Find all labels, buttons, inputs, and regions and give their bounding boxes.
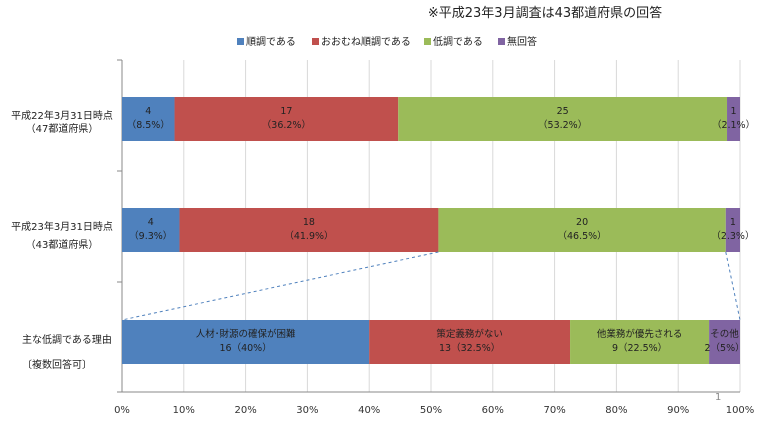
x-tick-label: 100%: [726, 405, 755, 416]
bar-segment: [122, 320, 370, 364]
x-tick-label: 0%: [114, 405, 130, 416]
x-tick-label: 20%: [234, 405, 256, 416]
data-label-percent: 9（22.5%）: [612, 342, 667, 354]
x-tick-label: 70%: [543, 405, 565, 416]
bar-segment: [179, 208, 439, 252]
connector-line: [725, 251, 741, 321]
legend-label: 順調である: [246, 35, 296, 48]
category-label: 主な低調である理由: [22, 333, 112, 346]
legend-label: 低調である: [433, 35, 483, 48]
data-label-percent: （41.9%）: [284, 230, 333, 242]
bar-segment: [122, 208, 180, 252]
data-label-percent: （2.3%）: [711, 230, 754, 242]
legend-label: 無回答: [507, 35, 537, 48]
data-label-percent: （53.2%）: [538, 119, 587, 131]
bar-segment: [727, 97, 740, 141]
legend: 順調である おおむね順調である 低調である 無回答: [237, 35, 537, 48]
data-label-percent: 2（5%）: [704, 342, 744, 354]
category-label: 平成23年3月31日時点: [11, 220, 113, 233]
data-label-percent: （2.1%）: [712, 119, 755, 131]
bar-segment: [570, 320, 710, 364]
data-label-count: 他業務が優先される: [597, 328, 683, 340]
legend-swatch: [237, 38, 244, 45]
category-label: 平成22年3月31日時点: [11, 109, 113, 122]
bar-segment: [709, 320, 740, 364]
category-label: （43都道府県）: [26, 238, 99, 251]
x-tick-label: 50%: [420, 405, 442, 416]
data-label-count: 4: [148, 217, 154, 228]
data-label-count: 17: [280, 106, 292, 117]
data-label-count: 人材･財源の確保が困難: [196, 328, 296, 340]
x-tick-label: 80%: [605, 405, 627, 416]
data-label-count: 1: [730, 217, 736, 228]
page-number: 1: [715, 392, 721, 403]
data-label-percent: （9.3%）: [129, 230, 172, 242]
plot-area: 0% 10% 20% 30% 40% 50% 60% 70% 80% 90% 100% 平成22年3月…: [11, 59, 755, 416]
bar-segment: [725, 208, 740, 252]
legend-label: おおむね順調である: [321, 35, 411, 48]
survey-note: ※平成23年3月調査は43都道府県の回答: [428, 5, 662, 21]
data-label-count: 20: [576, 217, 588, 228]
bar-segment: [122, 97, 175, 141]
bar-segment: [174, 97, 399, 141]
data-label-count: 18: [303, 217, 315, 228]
data-label-percent: （46.5%）: [558, 230, 607, 242]
data-label-count: 策定義務がない: [436, 328, 503, 340]
category-label: 〔複数回答可〕: [22, 358, 92, 371]
connector-line: [121, 251, 439, 321]
bar-segment: [438, 208, 726, 252]
data-label-count: 25: [557, 106, 569, 117]
data-label-count: 1: [730, 106, 736, 117]
data-label-percent: 16（40%）: [219, 342, 271, 354]
bar-segment: [398, 97, 728, 141]
data-label-count: 4: [145, 106, 151, 117]
category-label: （47都道府県）: [26, 122, 99, 135]
x-tick-label: 90%: [667, 405, 689, 416]
legend-swatch: [312, 38, 319, 45]
data-label-percent: （8.5%）: [127, 119, 170, 131]
data-label-count: その他: [710, 328, 739, 340]
x-tick-label: 60%: [482, 405, 504, 416]
data-label-percent: 13（32.5%）: [439, 342, 500, 354]
legend-swatch: [498, 38, 505, 45]
data-label-percent: （36.2%）: [262, 119, 311, 131]
x-tick-label: 10%: [173, 405, 195, 416]
bar-segment: [369, 320, 571, 364]
legend-swatch: [424, 38, 431, 45]
x-tick-label: 40%: [358, 405, 380, 416]
x-tick-label: 30%: [296, 405, 318, 416]
